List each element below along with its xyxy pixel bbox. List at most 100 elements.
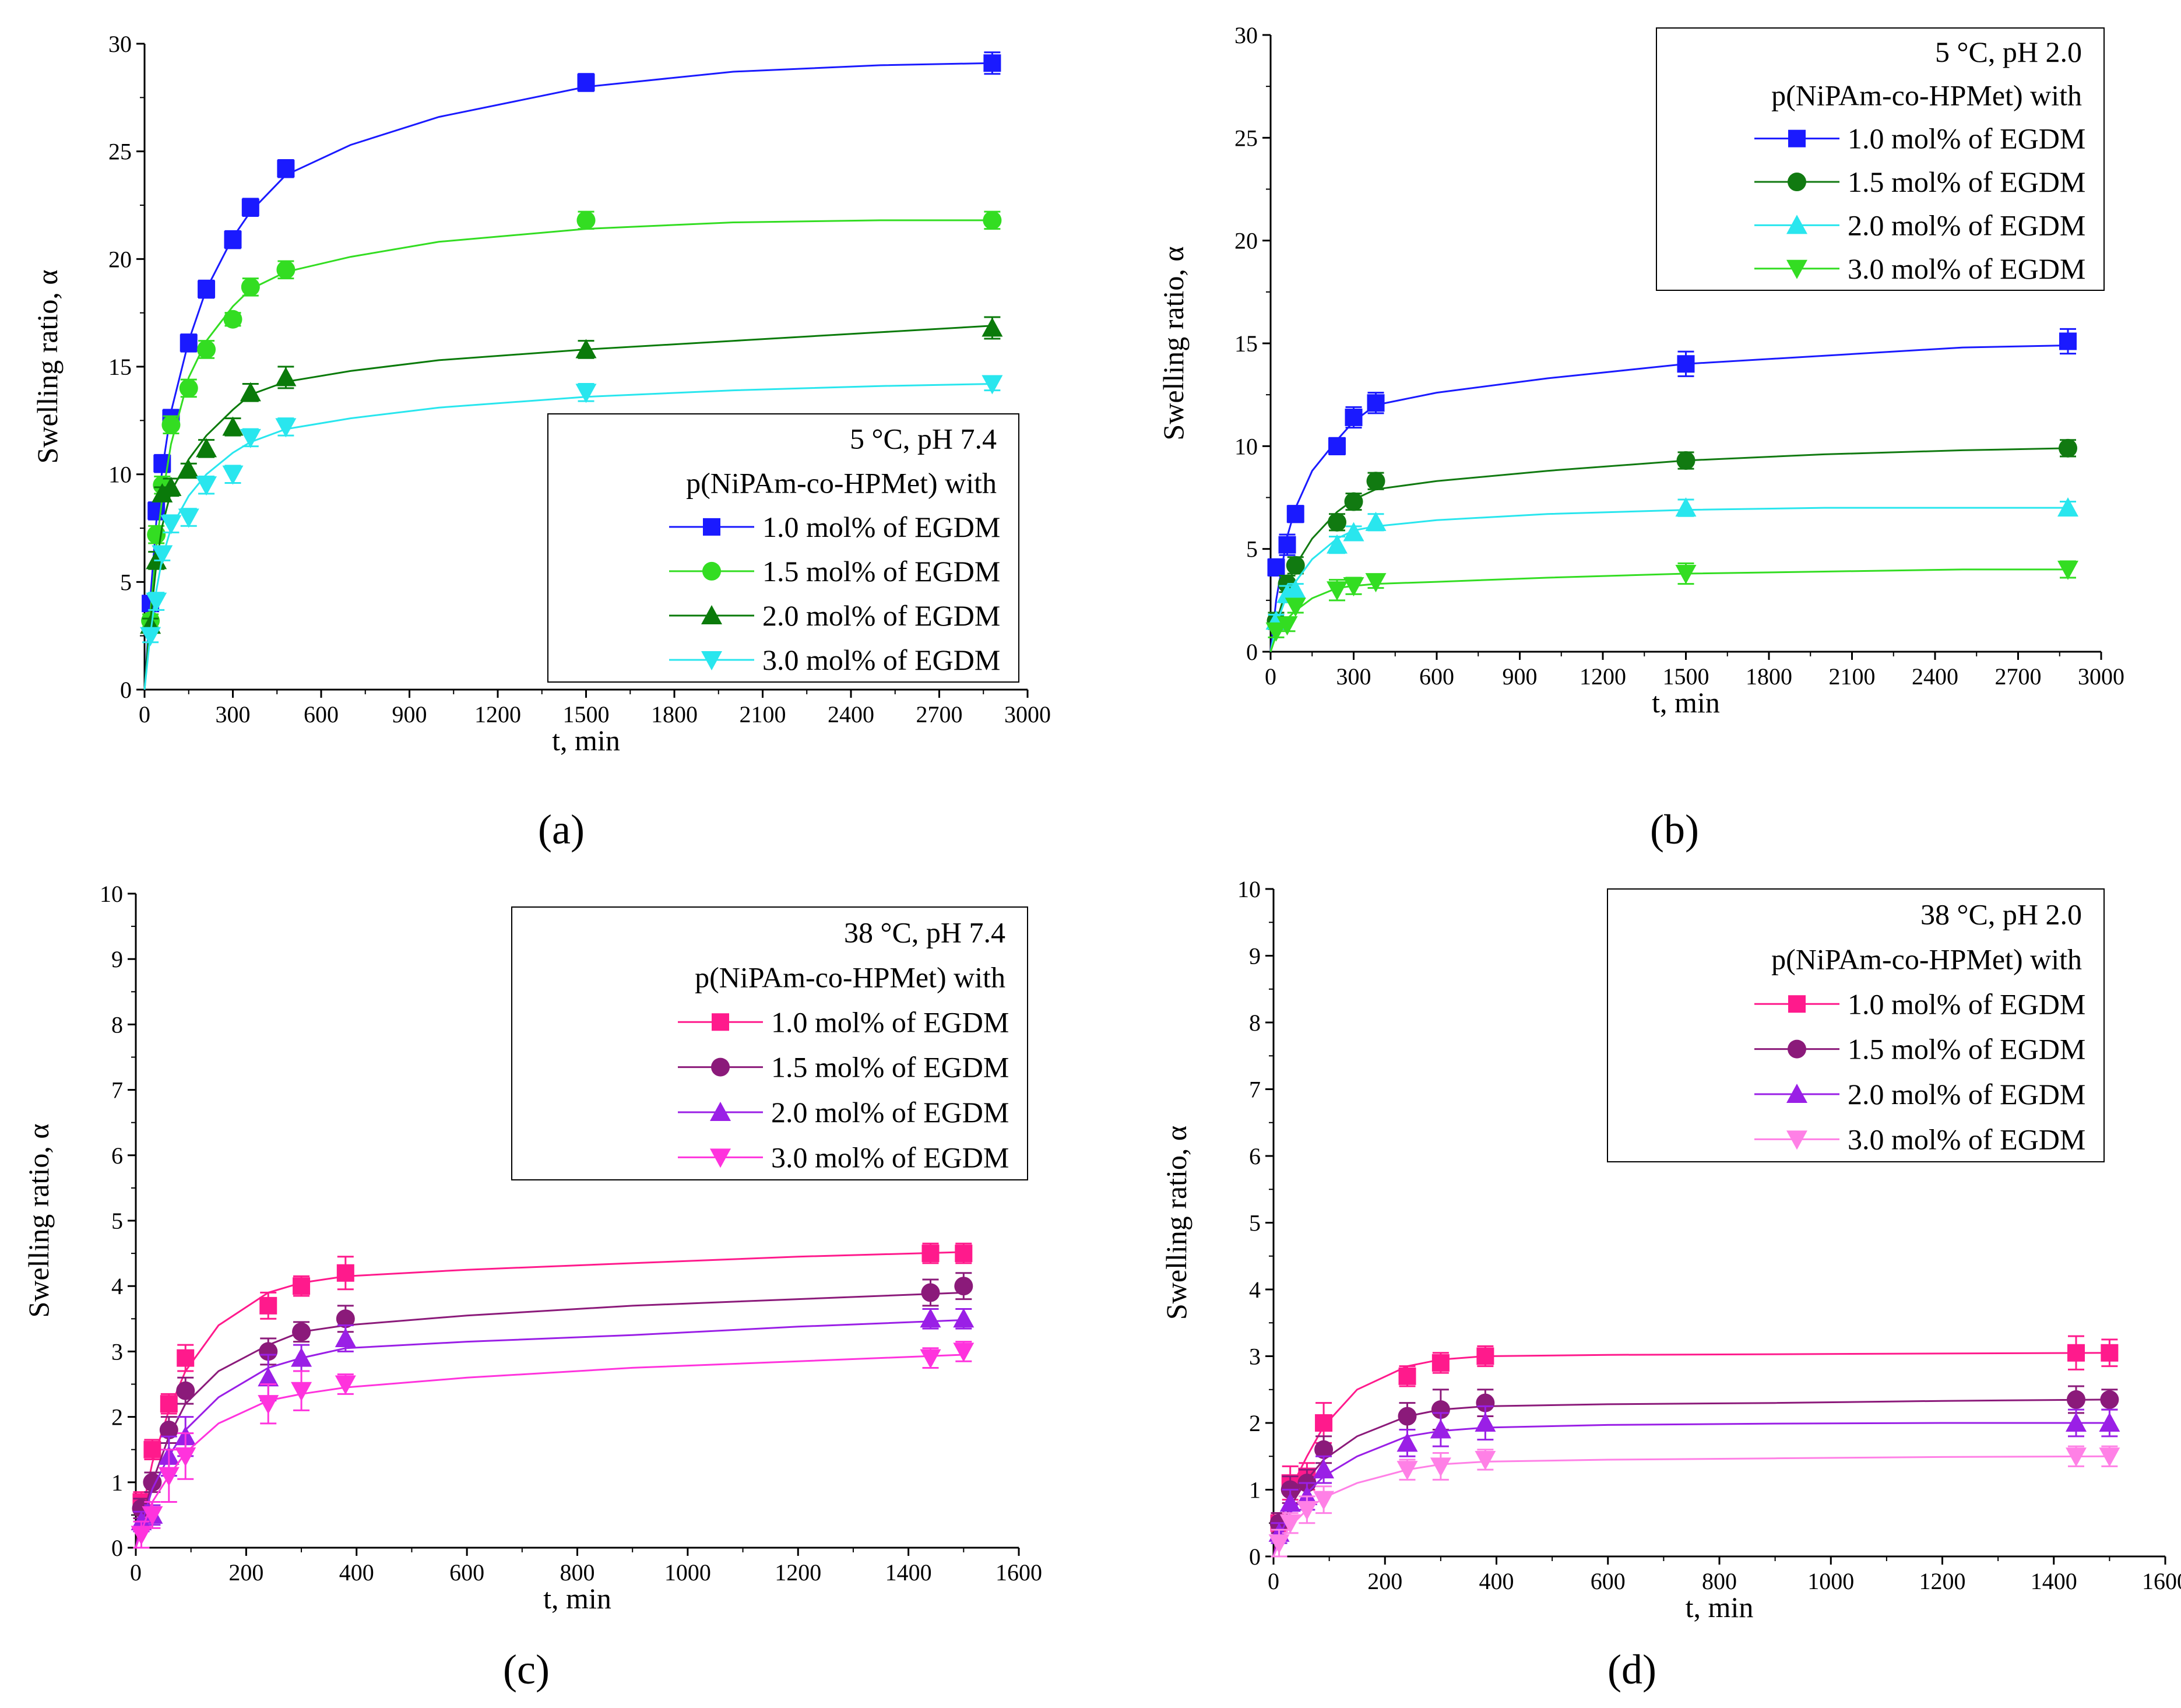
data-point <box>258 1367 279 1387</box>
x-axis-label: t, min <box>552 724 620 757</box>
data-point <box>197 340 216 359</box>
data-point <box>196 476 217 496</box>
legend-marker <box>1786 1130 1807 1150</box>
data-point <box>983 210 1002 230</box>
legend-entry: 2.0 mol% of EGDM <box>1848 1078 2085 1110</box>
y-tick-label: 2 <box>1249 1410 1261 1436</box>
chart-panel-c: 0 200 400 600 800 1000 1200 1400 1600 0 1 2 3 4 5 6 7 8 9 1… <box>22 881 1042 1693</box>
series-2 <box>1267 438 2077 652</box>
data-point <box>2059 332 2077 350</box>
data-point <box>1676 451 1695 470</box>
legend-title: p(NiPAm-co-HPMet) with <box>686 466 997 499</box>
data-point <box>180 334 198 352</box>
data-point <box>147 525 166 544</box>
y-axis-label: Swelling ratio, α <box>1157 246 1190 440</box>
legend-entry: 1.0 mol% of EGDM <box>1848 122 2085 155</box>
data-point <box>1279 1514 1301 1534</box>
data-point <box>1286 505 1304 523</box>
x-tick-label: 2100 <box>1829 663 1876 690</box>
legend-marker <box>712 1013 729 1031</box>
data-point <box>953 1308 975 1328</box>
series-line <box>1272 1422 2110 1557</box>
data-point <box>1276 616 1298 636</box>
data-point <box>1396 1461 1418 1481</box>
y-tick-label: 30 <box>1234 22 1258 48</box>
x-axis-label: t, min <box>1686 1591 1754 1623</box>
data-point <box>1344 492 1363 511</box>
data-point <box>1296 1500 1318 1520</box>
x-tick-label: 1200 <box>1580 663 1626 690</box>
data-point <box>160 476 182 496</box>
data-point <box>175 1447 196 1467</box>
x-tick-label: 900 <box>1503 663 1538 690</box>
x-tick-label: 1400 <box>885 1559 932 1586</box>
data-point <box>2067 1344 2085 1362</box>
data-point <box>575 339 597 359</box>
legend: 38 °C, pH 7.4 p(NiPAm-co-HPMet) with 1.0 m… <box>511 906 1028 1180</box>
x-tick-label: 1000 <box>1807 1568 1854 1594</box>
legend-title: p(NiPAm-co-HPMet) with <box>1771 79 2082 111</box>
panel-label: (b) <box>1650 806 1699 853</box>
data-point <box>223 310 242 329</box>
legend-entry: 3.0 mol% of EGDM <box>1848 252 2085 285</box>
y-tick-label: 0 <box>120 677 132 703</box>
data-point <box>1314 1440 1334 1459</box>
data-point <box>241 198 259 216</box>
series-4 <box>1268 1445 2120 1558</box>
data-point <box>275 418 297 438</box>
y-tick-label: 5 <box>1246 536 1258 563</box>
legend-box <box>1607 888 2105 1162</box>
data-point <box>336 1309 355 1329</box>
series-line <box>143 383 993 690</box>
data-point <box>241 277 260 297</box>
y-tick-label: 7 <box>111 1077 123 1103</box>
y-tick-label: 4 <box>111 1273 123 1299</box>
legend-title: p(NiPAm-co-HPMet) with <box>695 961 1005 994</box>
data-point <box>259 1342 278 1361</box>
x-tick-label: 2700 <box>916 701 963 728</box>
series-line <box>1269 507 2068 652</box>
data-point <box>920 1308 941 1328</box>
data-point <box>1396 1432 1418 1452</box>
legend-marker <box>701 605 722 624</box>
legend-entry: 1.5 mol% of EGDM <box>771 1051 1009 1084</box>
data-point <box>2057 560 2078 580</box>
data-point <box>161 415 181 434</box>
x-tick-label: 3000 <box>1004 701 1051 728</box>
data-point <box>1328 512 1346 532</box>
x-tick-label: 2400 <box>1912 663 1958 690</box>
legend: 5 °C, pH 7.4 p(NiPAm-co-HPMet) with 1.0 mo… <box>547 413 1019 683</box>
data-point <box>2067 1390 2085 1409</box>
data-point <box>131 1526 152 1545</box>
legend-marker <box>710 1101 731 1121</box>
legend-title: 5 °C, pH 2.0 <box>1935 36 2082 68</box>
chart-panel-d: 0 200 400 600 800 1000 1200 1400 1600 0 1 2 3 4 5 6 7 8 9 1… <box>1160 876 2181 1693</box>
series-1 <box>1267 328 2077 652</box>
legend-title: p(NiPAm-co-HPMet) with <box>1771 943 2082 976</box>
legend-marker <box>702 561 721 581</box>
x-tick-label: 900 <box>392 701 427 728</box>
series-line <box>143 219 993 690</box>
y-tick-label: 5 <box>120 569 132 595</box>
legend-entry: 2.0 mol% of EGDM <box>1848 209 2085 241</box>
legend-title: 38 °C, pH 7.4 <box>844 916 1005 948</box>
x-tick-label: 200 <box>228 1559 263 1586</box>
x-tick-label: 1200 <box>775 1559 821 1586</box>
x-tick-label: 600 <box>304 701 339 728</box>
y-tick-label: 5 <box>111 1208 123 1234</box>
x-tick-label: 200 <box>1367 1568 1402 1594</box>
x-tick-label: 1600 <box>995 1559 1042 1586</box>
data-point <box>1268 1534 1290 1554</box>
series-line <box>1269 345 2069 652</box>
data-point <box>2066 1447 2087 1467</box>
data-point <box>955 1245 973 1263</box>
data-point <box>2101 1344 2119 1362</box>
data-point <box>277 160 295 178</box>
y-tick-label: 10 <box>100 881 123 907</box>
data-point <box>1343 522 1364 542</box>
x-tick-label: 0 <box>1268 1568 1279 1594</box>
data-point <box>1285 579 1306 599</box>
data-point <box>1398 1367 1416 1385</box>
y-tick-label: 10 <box>1234 433 1258 459</box>
data-point <box>196 438 217 458</box>
